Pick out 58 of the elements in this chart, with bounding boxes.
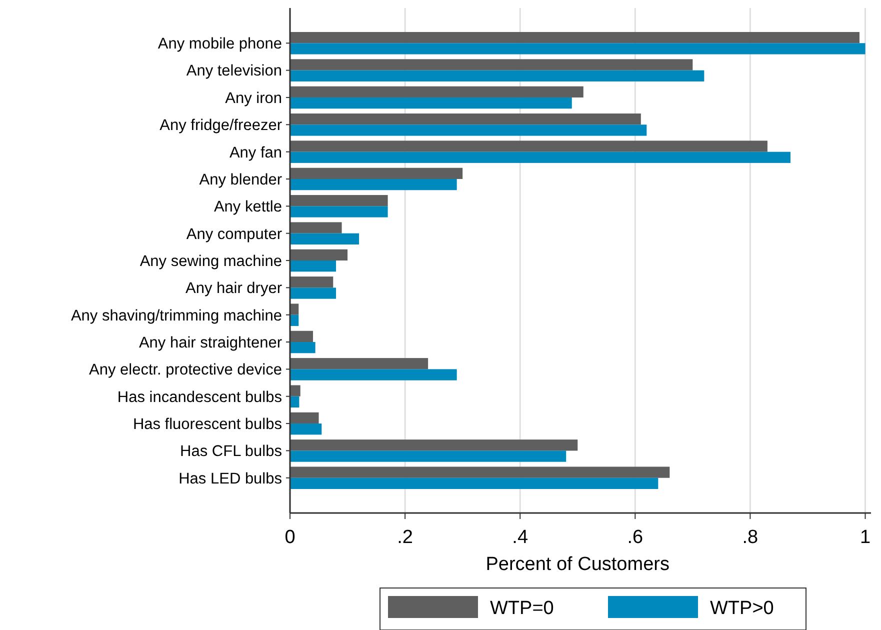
x-tick-label: 0: [284, 527, 296, 548]
bar: [290, 260, 336, 272]
y-tick-label: Any fridge/freezer: [160, 117, 282, 134]
y-tick-label: Has fluorescent bulbs: [132, 416, 282, 433]
bar: [290, 97, 572, 109]
y-tick-label: Has LED bulbs: [178, 470, 282, 488]
bar: [290, 233, 360, 244]
y-tick-label: Any kettle: [214, 198, 282, 216]
bar: [290, 466, 670, 478]
bar: [290, 59, 693, 70]
bar: [290, 304, 299, 315]
x-tick-label: .6: [627, 527, 644, 548]
bar: [290, 276, 334, 288]
bar: [290, 178, 457, 190]
bar: [290, 222, 342, 234]
y-tick-label: Any electr. protective device: [89, 362, 282, 379]
x-tick-label: .2: [397, 527, 413, 548]
y-tick-label: Any blender: [199, 171, 282, 188]
bar: [290, 358, 428, 370]
bar: [290, 249, 348, 260]
bar: [290, 288, 336, 299]
bar: [290, 70, 704, 82]
x-tick-label: 1: [860, 527, 871, 548]
y-tick-label: Any sewing machine: [140, 252, 282, 270]
x-tick-label: .8: [742, 527, 758, 548]
x-axis-title: Percent of Customers: [486, 554, 670, 575]
bar: [290, 152, 790, 163]
bar: [290, 32, 860, 44]
bar: [290, 86, 584, 98]
y-tick-label: Any television: [186, 62, 282, 80]
bar: [290, 385, 300, 396]
y-tick-label: Has CFL bulbs: [180, 443, 282, 460]
bar: [290, 140, 768, 152]
y-tick-label: Any iron: [225, 90, 282, 107]
y-tick-label: Any mobile phone: [158, 36, 282, 53]
bar: [290, 440, 578, 451]
bar: [290, 168, 463, 179]
bar: [290, 124, 647, 136]
bar: [290, 114, 641, 125]
bar: [290, 412, 319, 424]
bar: [290, 424, 322, 435]
bar: [290, 450, 566, 462]
y-tick-label: Any shaving/trimming machine: [70, 307, 282, 324]
bar: [290, 478, 658, 489]
bar: [290, 330, 314, 342]
bar: [290, 195, 388, 206]
bar: [290, 369, 457, 380]
y-tick-label: Any computer: [186, 226, 282, 243]
y-tick-label: Any hair dryer: [186, 280, 282, 298]
bar: [290, 342, 316, 354]
legend-label: WTP>0: [710, 598, 774, 619]
x-tick-label: .4: [512, 527, 528, 548]
y-tick-label: Any hair straightener: [138, 334, 282, 352]
bar: [290, 43, 866, 54]
y-tick-label: Any fan: [229, 144, 282, 162]
y-tick-label: Has incandescent bulbs: [117, 388, 282, 406]
legend-label: WTP=0: [490, 598, 554, 619]
bar: [290, 206, 388, 218]
